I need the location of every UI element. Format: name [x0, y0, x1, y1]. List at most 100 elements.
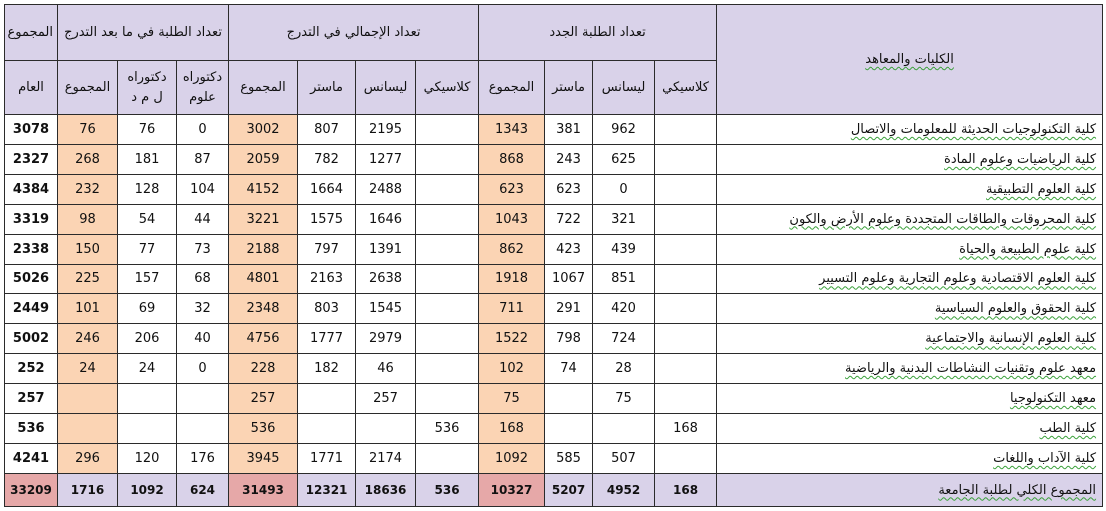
cell-grand: 5026	[4, 263, 58, 295]
cell-pg-doc-sci: 0	[176, 353, 230, 385]
institution-name: كلية التكنولوجيات الحديثة للمعلومات والا…	[716, 114, 1104, 145]
cell-new-licence: 75	[592, 383, 656, 415]
cell-new-classic	[654, 323, 718, 355]
institution-name: كلية العلوم التطبيقية	[716, 173, 1104, 205]
institution-name: معهد علوم وتقنيات النشاطات البدنية والري…	[716, 353, 1104, 385]
cell-new-master: 381	[544, 114, 594, 145]
cell-tot-licence: 1277	[355, 143, 417, 175]
cell-tot-sum: 257	[228, 383, 299, 415]
cell-tot-master: 1664	[297, 173, 357, 205]
cell-new-sum: 862	[478, 233, 546, 265]
cell-pg-sum: 101	[56, 293, 119, 325]
total-new-master: 5207	[544, 473, 594, 507]
cell-pg-doc-sci: 68	[176, 263, 230, 295]
cell-pg-doc-lmd: 69	[117, 293, 178, 325]
overall-header: المجموع	[4, 4, 58, 61]
cell-pg-doc-lmd: 54	[117, 203, 178, 235]
cell-tot-classic	[415, 293, 480, 325]
cell-new-licence: 625	[592, 143, 656, 175]
cell-new-sum: 623	[478, 173, 546, 205]
doc-lmd-header: دكتوراه ل م د	[117, 60, 178, 115]
cell-new-master: 798	[544, 323, 594, 355]
institution-name: كلية الرياضيات وعلوم المادة	[716, 143, 1104, 175]
cell-tot-licence: 1646	[355, 203, 417, 235]
cell-pg-doc-lmd: 181	[117, 143, 178, 175]
cell-new-licence: 321	[592, 203, 656, 235]
cell-tot-licence: 2979	[355, 323, 417, 355]
cell-tot-classic	[415, 323, 480, 355]
cell-new-licence: 724	[592, 323, 656, 355]
cell-pg-sum	[56, 383, 119, 415]
cell-tot-licence: 1545	[355, 293, 417, 325]
cell-new-sum: 868	[478, 143, 546, 175]
cell-new-sum: 75	[478, 383, 546, 415]
cell-pg-doc-lmd	[117, 383, 178, 415]
cell-new-classic	[654, 383, 718, 415]
tot-master-header: ماستر	[297, 60, 357, 115]
student-statistics-table: الكليات والمعاهد تعداد الطلبة الجدد تعدا…	[4, 4, 1104, 507]
cell-new-licence	[592, 413, 656, 444]
cell-new-licence: 507	[592, 442, 656, 475]
cell-new-classic	[654, 143, 718, 175]
cell-tot-master	[297, 413, 357, 444]
cell-tot-master: 1771	[297, 442, 357, 475]
cell-tot-licence: 2638	[355, 263, 417, 295]
table-row: معهد التكنولوجيا 75 75 257 257 257	[4, 383, 1104, 415]
cell-new-master: 1067	[544, 263, 594, 295]
header-row-groups: الكليات والمعاهد تعداد الطلبة الجدد تعدا…	[4, 4, 1104, 115]
cell-tot-sum: 3002	[228, 114, 299, 145]
cell-tot-classic	[415, 353, 480, 385]
cell-pg-sum: 232	[56, 173, 119, 205]
cell-tot-classic	[415, 143, 480, 175]
cell-grand: 3319	[4, 203, 58, 235]
cell-new-classic	[654, 293, 718, 325]
cell-tot-sum: 536	[228, 413, 299, 444]
cell-tot-sum: 2188	[228, 233, 299, 265]
cell-tot-sum: 4756	[228, 323, 299, 355]
cell-pg-sum: 150	[56, 233, 119, 265]
cell-tot-master: 807	[297, 114, 357, 145]
cell-new-licence: 962	[592, 114, 656, 145]
cell-pg-doc-lmd: 206	[117, 323, 178, 355]
general-header: العام	[4, 60, 58, 115]
cell-new-master: 243	[544, 143, 594, 175]
cell-tot-master: 182	[297, 353, 357, 385]
cell-new-sum: 102	[478, 353, 546, 385]
cell-pg-doc-lmd: 128	[117, 173, 178, 205]
cell-new-sum: 1918	[478, 263, 546, 295]
total-new-classic: 168	[654, 473, 718, 507]
table-row: كلية العلوم التطبيقية 0 623 623 2488 1664 4152…	[4, 173, 1104, 205]
institution-name: كلية علوم الطبيعة والحياة	[716, 233, 1104, 265]
postgrad-header: تعداد الطلبة في ما بعد التدرج	[56, 4, 230, 61]
institution-name: معهد التكنولوجيا	[716, 383, 1104, 415]
cell-pg-sum: 76	[56, 114, 119, 145]
cell-tot-master: 2163	[297, 263, 357, 295]
totals-row: المجموع الكلي لطلبة الجامعة 168 4952 520…	[4, 473, 1104, 507]
institution-name: كلية الآداب واللغات	[716, 442, 1104, 475]
cell-pg-sum: 246	[56, 323, 119, 355]
cell-tot-licence	[355, 413, 417, 444]
cell-tot-master: 1777	[297, 323, 357, 355]
cell-pg-sum: 98	[56, 203, 119, 235]
cell-new-classic: 168	[654, 413, 718, 444]
cell-new-sum: 1043	[478, 203, 546, 235]
cell-new-sum: 168	[478, 413, 546, 444]
cell-pg-doc-sci: 104	[176, 173, 230, 205]
cell-tot-sum: 2348	[228, 293, 299, 325]
cell-grand: 252	[4, 353, 58, 385]
cell-pg-sum	[56, 413, 119, 444]
table-row: معهد علوم وتقنيات النشاطات البدنية والري…	[4, 353, 1104, 385]
cell-new-master: 291	[544, 293, 594, 325]
institution-name: كلية الحقوق والعلوم السياسية	[716, 293, 1104, 325]
cell-tot-master	[297, 383, 357, 415]
cell-grand: 2338	[4, 233, 58, 265]
cell-tot-classic: 536	[415, 413, 480, 444]
cell-pg-doc-sci: 73	[176, 233, 230, 265]
cell-tot-classic	[415, 233, 480, 265]
cell-tot-classic	[415, 173, 480, 205]
cell-new-master	[544, 413, 594, 444]
table-row: كلية الحقوق والعلوم السياسية 420 291 711 154…	[4, 293, 1104, 325]
cell-pg-doc-sci: 87	[176, 143, 230, 175]
cell-new-licence: 28	[592, 353, 656, 385]
cell-tot-master: 803	[297, 293, 357, 325]
